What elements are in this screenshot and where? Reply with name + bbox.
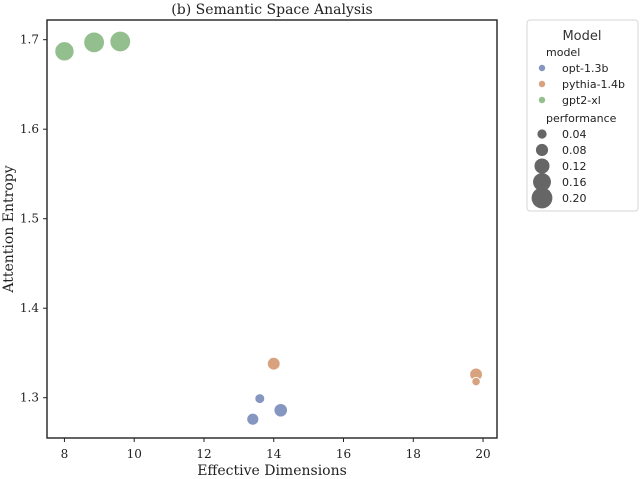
x-tick-label: 16	[336, 447, 351, 461]
y-tick-label: 1.7	[20, 33, 39, 47]
point-pythia-1.4b	[471, 376, 481, 387]
legend-hue-entries: opt-1.3b pythia-1.4b gpt2-xl	[538, 62, 625, 107]
legend-size-marker	[537, 129, 547, 139]
legend-size-marker	[535, 143, 549, 157]
legend-label-gpt2-xl: gpt2-xl	[562, 94, 601, 107]
legend-size-value: 0.16	[562, 176, 587, 189]
x-axis-ticks: 8 10 12 14 16 18 20	[61, 438, 491, 461]
legend-size-value: 0.08	[562, 144, 587, 157]
y-tick-label: 1.5	[20, 212, 39, 226]
legend-marker-pythia-1.4b	[538, 80, 546, 88]
point-gpt2-xl	[54, 41, 75, 62]
x-tick-label: 20	[475, 447, 490, 461]
legend-size-value: 0.20	[562, 192, 587, 205]
x-tick-label: 10	[127, 447, 142, 461]
legend-label-pythia-1.4b: pythia-1.4b	[562, 78, 625, 91]
legend-hue-label: model	[546, 46, 580, 59]
x-tick-label: 18	[406, 447, 421, 461]
legend-size-marker	[534, 158, 550, 174]
legend-size-value: 0.12	[562, 160, 587, 173]
plot-area	[46, 19, 498, 439]
x-axis-label: Effective Dimensions	[197, 463, 347, 479]
legend-label-opt-1.3b: opt-1.3b	[562, 62, 608, 75]
legend-size-marker	[531, 187, 553, 209]
y-tick-label: 1.4	[20, 301, 39, 315]
point-opt-1.3b	[273, 402, 289, 418]
chart-title: (b) Semantic Space Analysis	[171, 2, 372, 18]
y-tick-label: 1.6	[20, 122, 39, 136]
y-axis-label: Attention Entropy	[1, 165, 17, 293]
legend-size-marker	[533, 173, 551, 191]
point-opt-1.3b	[246, 412, 260, 426]
legend: Model model opt-1.3b pythia-1.4b gpt2-xl p…	[526, 19, 639, 212]
legend-size-value: 0.04	[562, 128, 587, 141]
legend-marker-gpt2-xl	[538, 96, 546, 104]
data-points	[54, 30, 484, 426]
y-tick-label: 1.3	[20, 391, 39, 405]
y-axis-ticks: 1.3 1.4 1.5 1.6 1.7	[20, 33, 47, 405]
legend-size-label: performance	[546, 112, 617, 125]
point-opt-1.3b	[254, 393, 266, 405]
point-gpt2-xl	[109, 30, 132, 53]
legend-marker-opt-1.3b	[538, 64, 546, 72]
point-pythia-1.4b	[266, 356, 281, 371]
x-tick-label: 8	[61, 447, 69, 461]
point-gpt2-xl	[83, 31, 105, 54]
legend-title: Model	[562, 29, 601, 44]
legend-box	[526, 19, 639, 212]
x-tick-label: 12	[196, 447, 211, 461]
x-tick-label: 14	[266, 447, 282, 461]
legend-size-entries: 0.04 0.08 0.12 0.16 0.20	[531, 128, 587, 209]
